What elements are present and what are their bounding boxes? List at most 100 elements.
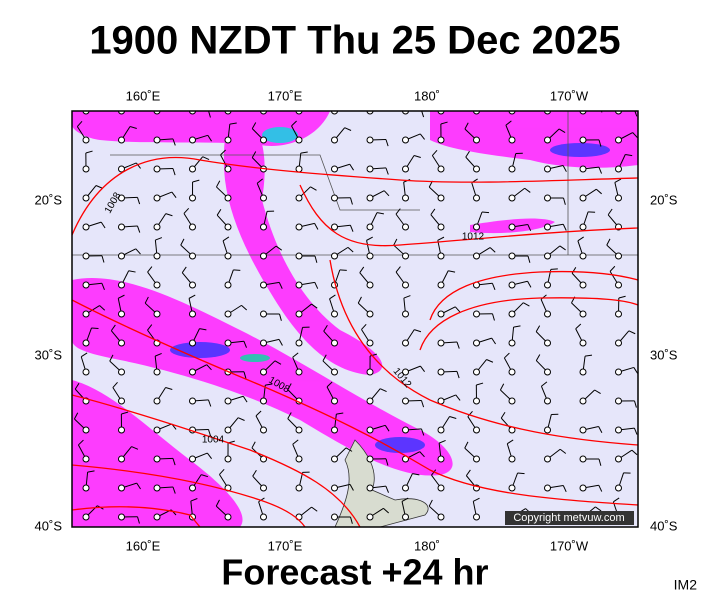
barb-station bbox=[153, 223, 161, 231]
lon-label: 170˚W bbox=[550, 538, 589, 553]
lat-label: 30˚S bbox=[650, 347, 678, 362]
barb-staff bbox=[335, 93, 342, 95]
barb-staff bbox=[137, 197, 141, 205]
barb-station bbox=[579, 368, 587, 376]
barb-staff bbox=[501, 94, 505, 100]
barb-staff bbox=[147, 324, 153, 331]
barb-station bbox=[118, 339, 125, 347]
barb-staff bbox=[489, 247, 496, 253]
barb-station bbox=[295, 339, 303, 347]
barb-station bbox=[544, 339, 551, 347]
barb-staff bbox=[154, 353, 162, 357]
barb-staff bbox=[99, 305, 106, 311]
barb-station bbox=[615, 484, 622, 492]
new-zealand bbox=[334, 439, 429, 527]
barb-staff bbox=[336, 412, 344, 415]
barb-station bbox=[331, 368, 338, 376]
barb-station bbox=[189, 136, 196, 144]
barb-staff bbox=[473, 497, 480, 502]
barb-staff bbox=[634, 111, 638, 117]
barb-staff bbox=[243, 371, 247, 379]
barb-station bbox=[615, 194, 622, 202]
barb-station bbox=[544, 368, 551, 376]
barb-station bbox=[331, 194, 338, 202]
barb-staff bbox=[287, 412, 292, 419]
barb-staff bbox=[476, 382, 484, 386]
barb-station bbox=[366, 281, 374, 289]
barb-station bbox=[508, 281, 516, 289]
barb-staff bbox=[562, 485, 567, 493]
barb-staff bbox=[274, 360, 282, 365]
barb-staff bbox=[486, 359, 494, 363]
barb-staff bbox=[385, 485, 389, 493]
barb-staff bbox=[85, 150, 93, 154]
barb-station bbox=[189, 194, 196, 202]
barb-staff bbox=[136, 225, 141, 233]
barb-staff bbox=[172, 138, 176, 146]
barb-station bbox=[224, 310, 232, 318]
barb-station bbox=[579, 252, 587, 260]
barb-staff bbox=[401, 497, 409, 502]
barb-station bbox=[544, 455, 551, 463]
barb-station bbox=[437, 165, 445, 173]
barb-staff bbox=[500, 411, 506, 419]
barb-staff bbox=[633, 427, 638, 435]
precip-band bbox=[223, 115, 383, 375]
copyright-box bbox=[505, 511, 634, 525]
barb-station bbox=[366, 455, 374, 463]
barb-staff bbox=[207, 135, 212, 142]
lon-label: 170˚E bbox=[268, 538, 303, 553]
barb-station bbox=[544, 223, 551, 231]
isobar bbox=[72, 464, 306, 527]
barb-staff bbox=[475, 111, 477, 112]
barb-staff bbox=[76, 120, 83, 127]
barb-staff bbox=[606, 238, 611, 246]
barb-station bbox=[579, 281, 587, 289]
barb-staff bbox=[359, 266, 365, 273]
barb-station bbox=[402, 310, 409, 318]
barb-staff bbox=[395, 208, 401, 215]
barb-station bbox=[153, 455, 161, 463]
barb-staff bbox=[322, 354, 327, 362]
barb-station bbox=[615, 397, 622, 405]
barb-staff bbox=[413, 155, 421, 159]
barb-station bbox=[260, 223, 267, 231]
lon-label: 160˚E bbox=[126, 88, 161, 103]
barb-station bbox=[224, 455, 232, 463]
barb-station bbox=[437, 455, 445, 463]
barb-station bbox=[260, 310, 267, 318]
barb-station bbox=[615, 136, 622, 144]
barb-staff bbox=[419, 133, 425, 140]
barb-staff bbox=[252, 469, 257, 477]
barb-staff bbox=[78, 439, 84, 446]
barb-station bbox=[189, 368, 196, 376]
precip-core bbox=[375, 437, 425, 453]
barb-station bbox=[189, 310, 196, 318]
barb-station bbox=[508, 455, 516, 463]
barb-staff bbox=[216, 209, 222, 216]
barb-station bbox=[544, 252, 551, 260]
barb-staff bbox=[300, 151, 308, 154]
barb-station bbox=[473, 310, 480, 318]
barb-station bbox=[508, 165, 516, 173]
barb-station bbox=[544, 194, 551, 202]
barb-station bbox=[508, 339, 516, 347]
barb-station bbox=[437, 194, 445, 202]
barb-staff bbox=[292, 352, 299, 358]
barb-station bbox=[224, 281, 232, 289]
barb-station bbox=[331, 252, 338, 260]
barb-staff bbox=[279, 313, 282, 321]
barb-station bbox=[366, 165, 374, 173]
lat-label: 40˚S bbox=[650, 518, 678, 533]
barb-station bbox=[544, 310, 551, 318]
precip-core bbox=[262, 127, 298, 143]
barb-staff bbox=[202, 156, 210, 160]
barb-staff bbox=[310, 186, 317, 191]
barb-staff bbox=[255, 410, 262, 417]
barb-station bbox=[544, 397, 551, 405]
barb-staff bbox=[517, 472, 525, 475]
barb-staff bbox=[632, 132, 638, 138]
barb-station bbox=[508, 310, 516, 318]
barb-station bbox=[331, 397, 338, 405]
